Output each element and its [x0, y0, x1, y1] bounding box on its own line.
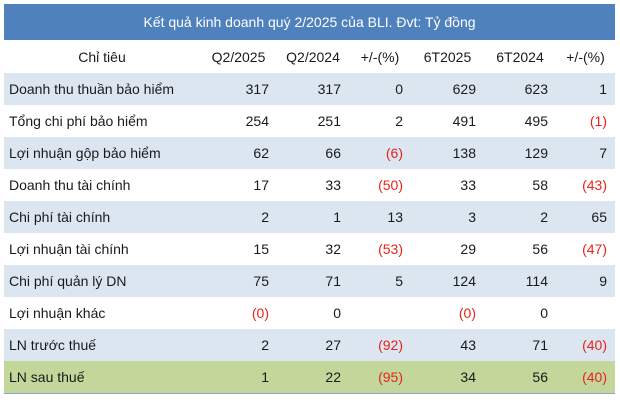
table-cell: 5 — [349, 265, 411, 297]
header-quarter-change: +/-(%) — [349, 40, 411, 73]
table-cell: 251 — [277, 105, 349, 137]
row-label: Lợi nhuận gộp bảo hiểm — [4, 137, 200, 169]
table-cell: 32 — [277, 233, 349, 265]
table-cell: (50) — [349, 169, 411, 201]
table-row: LN sau thuế 1 22 (95) 34 56 (40) — [4, 361, 615, 394]
table-cell: (95) — [349, 361, 411, 394]
table-cell: (40) — [556, 361, 615, 394]
table-cell: 124 — [411, 265, 484, 297]
table-cell: 317 — [200, 73, 277, 105]
table-title: Kết quả kinh doanh quý 2/2025 của BLI. Đ… — [4, 4, 615, 40]
table-cell: 58 — [484, 169, 556, 201]
table-cell: 56 — [484, 233, 556, 265]
table-cell: (0) — [411, 297, 484, 329]
row-label: Doanh thu tài chính — [4, 169, 200, 201]
table-cell: 75 — [200, 265, 277, 297]
header-6t2025: 6T2025 — [411, 40, 484, 73]
table-cell: 0 — [277, 297, 349, 329]
table-cell — [556, 297, 615, 329]
table-cell: 13 — [349, 201, 411, 233]
row-label: Chi phí tài chính — [4, 201, 200, 233]
table-row: Chi phí quản lý DN 75 71 5 124 114 9 — [4, 265, 615, 297]
table-cell: 138 — [411, 137, 484, 169]
table-cell: (1) — [556, 105, 615, 137]
table-cell: (53) — [349, 233, 411, 265]
table-cell: (43) — [556, 169, 615, 201]
table-body: Doanh thu thuần bảo hiểm 317 317 0 629 623 1 Tổ… — [4, 73, 615, 394]
table-cell: 2 — [200, 201, 277, 233]
table-cell: 2 — [200, 329, 277, 361]
table-cell — [349, 297, 411, 329]
table-cell: 2 — [484, 201, 556, 233]
table-row: Doanh thu tài chính 17 33 (50) 33 58 (43) — [4, 169, 615, 201]
table-cell: 1 — [556, 73, 615, 105]
table-row: LN trước thuế 2 27 (92) 43 71 (40) — [4, 329, 615, 361]
table-row: Chi phí tài chính 2 1 13 3 2 65 — [4, 201, 615, 233]
row-label: Doanh thu thuần bảo hiểm — [4, 73, 200, 105]
header-q2-2025: Q2/2025 — [200, 40, 277, 73]
table-cell: 33 — [277, 169, 349, 201]
table-cell: 3 — [411, 201, 484, 233]
table-cell: 7 — [556, 137, 615, 169]
table-cell: 623 — [484, 73, 556, 105]
table-cell: 629 — [411, 73, 484, 105]
table-cell: 9 — [556, 265, 615, 297]
table-cell: (47) — [556, 233, 615, 265]
table-cell: 65 — [556, 201, 615, 233]
table-cell: 1 — [277, 201, 349, 233]
table-cell: 491 — [411, 105, 484, 137]
table-row: Lợi nhuận tài chính 15 32 (53) 29 56 (47) — [4, 233, 615, 265]
header-half-year-change: +/-(%) — [556, 40, 615, 73]
row-label: Lợi nhuận tài chính — [4, 233, 200, 265]
table-cell: 317 — [277, 73, 349, 105]
row-label: Tổng chi phí bảo hiểm — [4, 105, 200, 137]
header-q2-2024: Q2/2024 — [277, 40, 349, 73]
row-label: LN sau thuế — [4, 361, 200, 394]
table-row: Lợi nhuận gộp bảo hiểm 62 66 (6) 138 129 7 — [4, 137, 615, 169]
table-cell: 17 — [200, 169, 277, 201]
table-cell: 22 — [277, 361, 349, 394]
table-cell: (92) — [349, 329, 411, 361]
table-cell: 33 — [411, 169, 484, 201]
table-cell: (0) — [200, 297, 277, 329]
table-cell: 29 — [411, 233, 484, 265]
table-cell: 0 — [484, 297, 556, 329]
table-cell: 2 — [349, 105, 411, 137]
table-cell: 43 — [411, 329, 484, 361]
table-cell: 15 — [200, 233, 277, 265]
table-row: Doanh thu thuần bảo hiểm 317 317 0 629 623 1 — [4, 73, 615, 105]
row-label: Lợi nhuận khác — [4, 297, 200, 329]
table-cell: 129 — [484, 137, 556, 169]
table-cell: 0 — [349, 73, 411, 105]
table-cell: 1 — [200, 361, 277, 394]
table-row: Tổng chi phí bảo hiểm 254 251 2 491 495 (1) — [4, 105, 615, 137]
table-cell: 114 — [484, 265, 556, 297]
row-label: Chi phí quản lý DN — [4, 265, 200, 297]
header-chi-tieu: Chỉ tiêu — [4, 40, 200, 73]
table-cell: (40) — [556, 329, 615, 361]
results-table: Chỉ tiêu Q2/2025 Q2/2024 +/-(%) 6T2025 6… — [4, 40, 615, 394]
table-cell: 66 — [277, 137, 349, 169]
table-cell: 495 — [484, 105, 556, 137]
header-row: Chỉ tiêu Q2/2025 Q2/2024 +/-(%) 6T2025 6… — [4, 40, 615, 73]
table-cell: 56 — [484, 361, 556, 394]
table-cell: 62 — [200, 137, 277, 169]
table-cell: 34 — [411, 361, 484, 394]
table-row: Lợi nhuận khác (0) 0 (0) 0 — [4, 297, 615, 329]
header-6t2024: 6T2024 — [484, 40, 556, 73]
table-cell: 27 — [277, 329, 349, 361]
results-table-container: Kết quả kinh doanh quý 2/2025 của BLI. Đ… — [4, 4, 615, 394]
row-label: LN trước thuế — [4, 329, 200, 361]
table-cell: (6) — [349, 137, 411, 169]
table-cell: 71 — [277, 265, 349, 297]
table-cell: 254 — [200, 105, 277, 137]
table-cell: 71 — [484, 329, 556, 361]
